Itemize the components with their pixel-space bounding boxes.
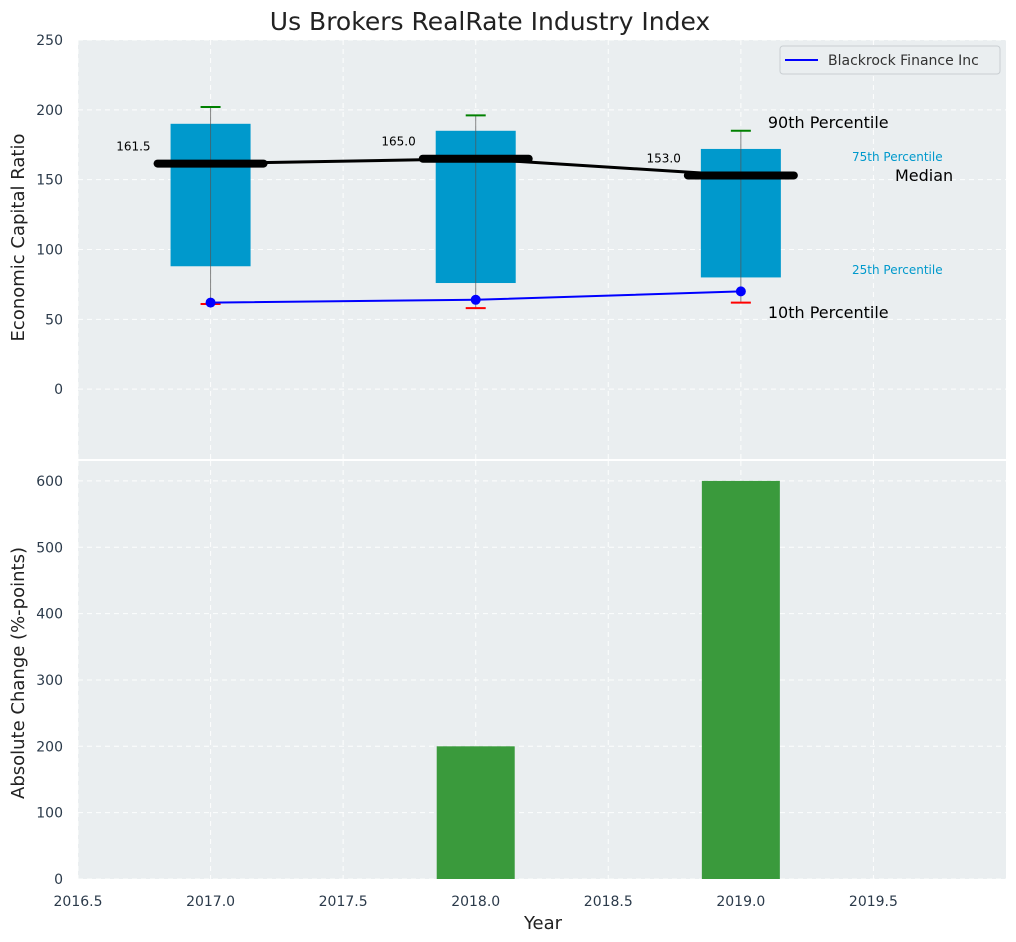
x-tick-label: 2019.5 <box>849 894 898 910</box>
x-tick-label: 2018.0 <box>451 894 500 910</box>
top-y-tick-label: 250 <box>36 33 63 49</box>
annotation-90th-percentile: 90th Percentile <box>768 113 889 132</box>
bottom-y-tick-label: 100 <box>36 806 63 822</box>
x-ticks: 2016.5 2017.0 2017.5 2018.0 2018.5 2019.0 2019… <box>54 894 898 910</box>
median-trend-line <box>210 157 741 177</box>
x-tick-label: 2019.0 <box>716 894 765 910</box>
annotation-10th-percentile: 10th Percentile <box>768 303 889 322</box>
change-bar <box>701 480 780 879</box>
top-y-tick-label: 100 <box>36 243 63 259</box>
change-bar <box>436 746 515 879</box>
top-y-tick-label: 0 <box>54 382 63 398</box>
bottom-marks <box>436 480 780 879</box>
legend-label: Blackrock Finance Inc <box>828 53 979 69</box>
chart-title: Us Brokers RealRate Industry Index <box>270 7 710 36</box>
x-tick-label: 2018.5 <box>584 894 633 910</box>
top-marks: 161.5 165.0 153.0 <box>116 106 798 310</box>
annotation-median: Median <box>895 166 953 185</box>
bottom-y-tick-label: 0 <box>54 872 63 888</box>
bottom-y-tick-label: 600 <box>36 474 63 490</box>
median-value-label: 153.0 <box>646 151 680 165</box>
x-tick-label: 2017.5 <box>319 894 368 910</box>
top-y-tick-label: 200 <box>36 103 63 119</box>
bottom-y-tick-label: 300 <box>36 673 63 689</box>
x-tick-label: 2016.5 <box>54 894 103 910</box>
x-tick-label: 2017.0 <box>186 894 235 910</box>
median-value-label: 165.0 <box>381 135 415 149</box>
legend-box <box>779 45 1001 75</box>
company-point <box>735 286 746 297</box>
bottom-y-tick-label: 200 <box>36 739 63 755</box>
annotation-75th-percentile: 75th Percentile <box>852 150 943 164</box>
top-y-tick-label: 50 <box>45 312 63 328</box>
top-y-axis-label: Economic Capital Ratio <box>8 134 29 342</box>
bottom-y-tick-label: 500 <box>36 540 63 556</box>
bottom-y-axis-label: Absolute Change (%-points) <box>8 547 29 799</box>
median-value-label: 161.5 <box>116 140 150 154</box>
top-panel: 0 50 100 150 200 250 161.5 165.0 153.0 Economic… <box>8 33 1006 459</box>
top-y-ticks: 0 50 100 150 200 250 <box>36 33 63 398</box>
bottom-grid <box>77 461 1006 880</box>
x-axis-label: Year <box>523 913 563 934</box>
bottom-panel-background <box>78 461 1006 879</box>
company-point <box>470 294 481 305</box>
top-y-tick-label: 150 <box>36 173 63 189</box>
legend: Blackrock Finance Inc <box>779 45 1001 75</box>
bottom-y-ticks: 0 100 200 300 400 500 600 <box>36 474 63 888</box>
annotation-25th-percentile: 25th Percentile <box>852 263 943 277</box>
bottom-y-tick-label: 400 <box>36 607 63 623</box>
company-point <box>205 297 216 308</box>
